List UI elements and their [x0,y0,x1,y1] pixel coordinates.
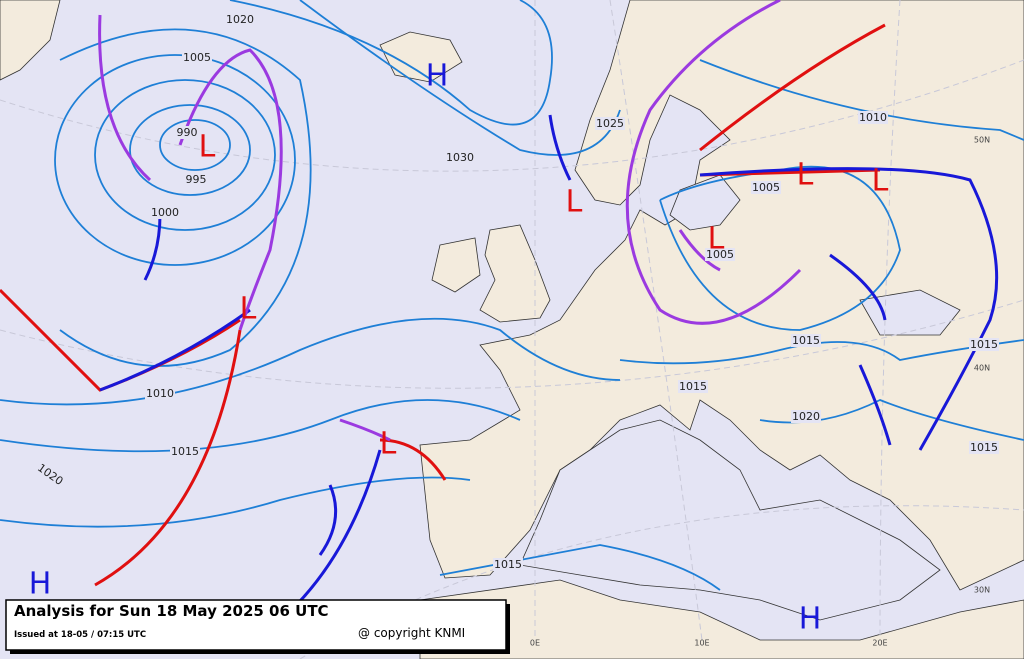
label-bg [445,151,475,164]
isobar-label: 1015 [171,445,199,458]
isobar-label: 1015 [970,338,998,351]
label-bg [493,558,523,571]
grid-label: 0E [530,639,540,648]
pressure-center: L [240,292,257,327]
pressure-center: H [426,59,449,94]
label-bg [858,111,888,124]
isobar-label: 1005 [183,51,211,64]
legend-title: Analysis for Sun 18 May 2025 06 UTC [14,602,329,620]
label-bg [969,338,999,351]
grid-label: 10E [694,639,709,648]
pressure-center: H [799,602,822,637]
isobar-label: 1015 [494,558,522,571]
pressure-center: L [872,164,889,199]
legend-copyright: @ copyright KNMI [358,626,465,640]
isobar-label: 995 [186,173,207,186]
label-bg [791,410,821,423]
label-bg [705,248,735,261]
isobar-label: 1010 [859,111,887,124]
isobar-label: 1025 [596,117,624,130]
legend-box: Analysis for Sun 18 May 2025 06 UTC Issu… [5,599,510,654]
fronts [0,0,999,652]
label-bg [751,181,781,194]
label-bg [225,13,255,26]
pressure-center: L [708,222,725,257]
label-bg [170,445,200,458]
grid-label: 30N [974,586,990,595]
label-bg [34,460,67,489]
pressure-center: L [566,185,583,220]
isobar-label: 1015 [792,334,820,347]
label-bg [678,380,708,393]
grid-label: 50N [974,136,990,145]
label-bg [595,117,625,130]
pressure-center: L [199,130,216,165]
pressure-center: L [380,427,397,462]
isobar-label: 1020 [792,410,820,423]
isobars [0,0,1024,591]
label-bg [150,206,180,219]
label-bg [791,334,821,347]
isobar-label: 1000 [151,206,179,219]
isobar-label: 1005 [706,248,734,261]
legend-issued: Issued at 18-05 / 07:15 UTC [14,630,146,640]
isobar-label: 1005 [752,181,780,194]
isobar-label: 990 [177,126,198,139]
isobar-label: 1015 [970,441,998,454]
pressure-center: L [797,158,814,193]
label-bg [182,51,212,64]
isobar-label: 1020 [226,13,254,26]
label-bg [969,441,999,454]
grid-label: 20E [872,639,887,648]
grid-label: 40N [974,364,990,373]
pressure-center: H [29,567,52,602]
isobar-label: 1030 [446,151,474,164]
label-bg [184,173,208,186]
isobar-label: 1015 [679,380,707,393]
label-bg [175,126,199,139]
label-bg [145,387,175,400]
isobar-label: 1010 [146,387,174,400]
